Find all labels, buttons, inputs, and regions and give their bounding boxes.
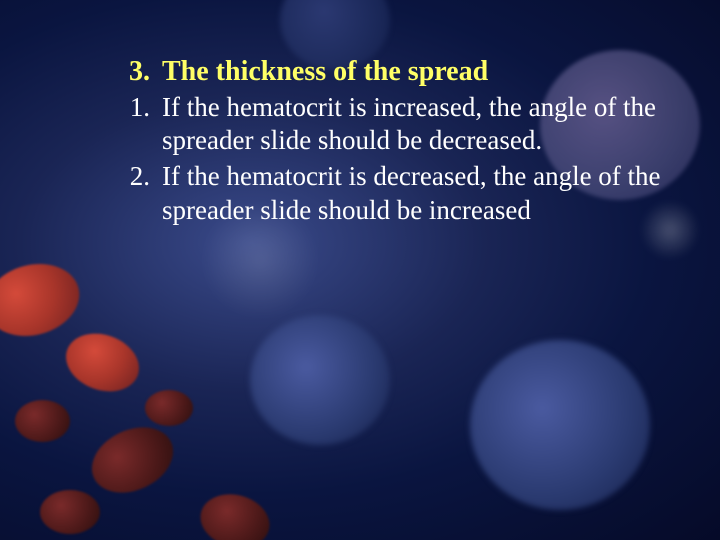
red-blood-cell-icon <box>58 324 147 401</box>
plasma-blob-icon <box>470 340 650 510</box>
red-blood-cell-icon <box>194 487 275 540</box>
slide-heading: 3. The thickness of the spread <box>110 55 680 89</box>
list-item: 2. If the hematocrit is decreased, the a… <box>110 160 680 228</box>
item-text: If the hematocrit is decreased, the angl… <box>162 160 680 228</box>
red-blood-cell-icon <box>145 390 193 426</box>
slide-container: 3. The thickness of the spread 1. If the… <box>0 0 720 540</box>
red-blood-cell-icon <box>40 490 100 534</box>
plasma-blob-icon <box>250 315 390 445</box>
heading-number: 3. <box>110 55 162 89</box>
red-blood-cell-icon <box>15 400 70 442</box>
slide-content: 3. The thickness of the spread 1. If the… <box>110 55 680 230</box>
heading-text: The thickness of the spread <box>162 55 680 89</box>
list-item: 1. If the hematocrit is increased, the a… <box>110 91 680 159</box>
item-number: 1. <box>110 91 162 125</box>
red-blood-cell-icon <box>81 415 183 505</box>
item-text: If the hematocrit is increased, the angl… <box>162 91 680 159</box>
red-blood-cell-icon <box>0 254 87 346</box>
item-number: 2. <box>110 160 162 194</box>
